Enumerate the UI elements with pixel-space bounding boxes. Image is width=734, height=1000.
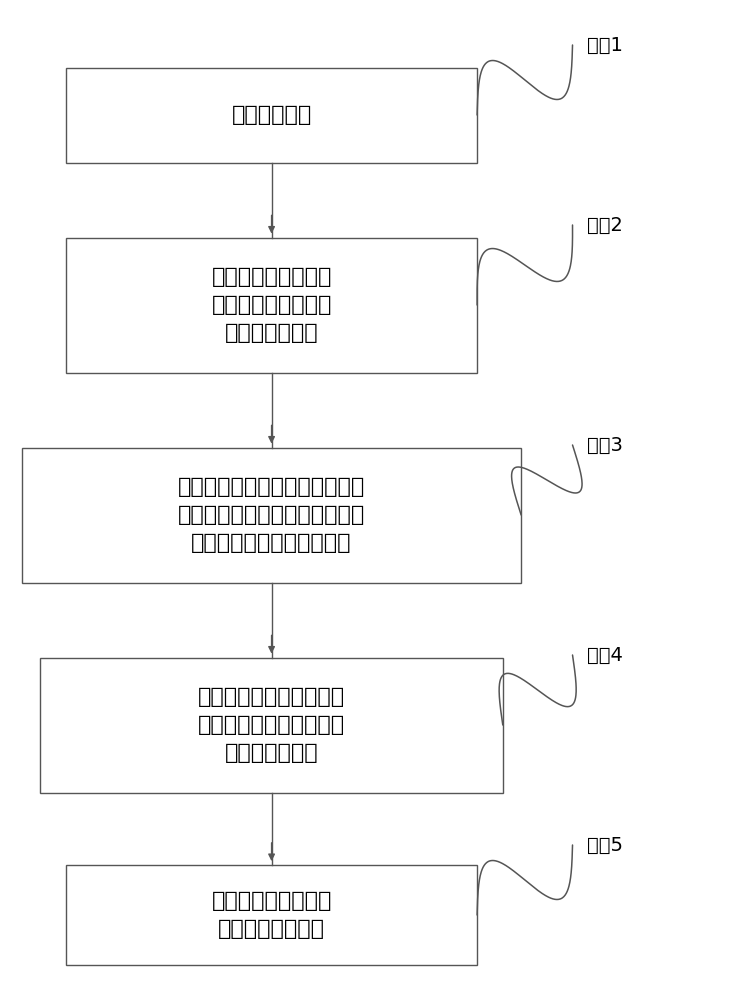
FancyBboxPatch shape <box>40 658 503 792</box>
FancyBboxPatch shape <box>22 448 521 582</box>
Text: 在所述缓解弹簧运动至销子与所
述制动缸盖分离时，锁止定位所
述杠杆机构并取出所述销子: 在所述缓解弹簧运动至销子与所 述制动缸盖分离时，锁止定位所 述杠杆机构并取出所述… <box>178 477 366 553</box>
Text: 步骤5: 步骤5 <box>587 836 623 854</box>
FancyBboxPatch shape <box>66 865 477 965</box>
Text: 步骤4: 步骤4 <box>587 646 623 664</box>
Text: 解除对所述杠杆机构的锁
止定位并使所述缓解弹簧
恢复至自然状态: 解除对所述杠杆机构的锁 止定位并使所述缓解弹簧 恢复至自然状态 <box>198 687 345 763</box>
Text: 固定制动缸盖: 固定制动缸盖 <box>231 105 312 125</box>
FancyBboxPatch shape <box>66 237 477 372</box>
Text: 取下所述制动缸盖，
取出所述缓解弹簧: 取下所述制动缸盖， 取出所述缓解弹簧 <box>211 891 332 939</box>
Text: 步骤2: 步骤2 <box>587 216 623 234</box>
FancyBboxPatch shape <box>66 68 477 162</box>
Text: 采用杠杆机构推动缓
解弹簧并使所述缓解
弹簧做压缩运动: 采用杠杆机构推动缓 解弹簧并使所述缓解 弹簧做压缩运动 <box>211 267 332 343</box>
Text: 步骤1: 步骤1 <box>587 35 623 54</box>
Text: 步骤3: 步骤3 <box>587 436 623 454</box>
